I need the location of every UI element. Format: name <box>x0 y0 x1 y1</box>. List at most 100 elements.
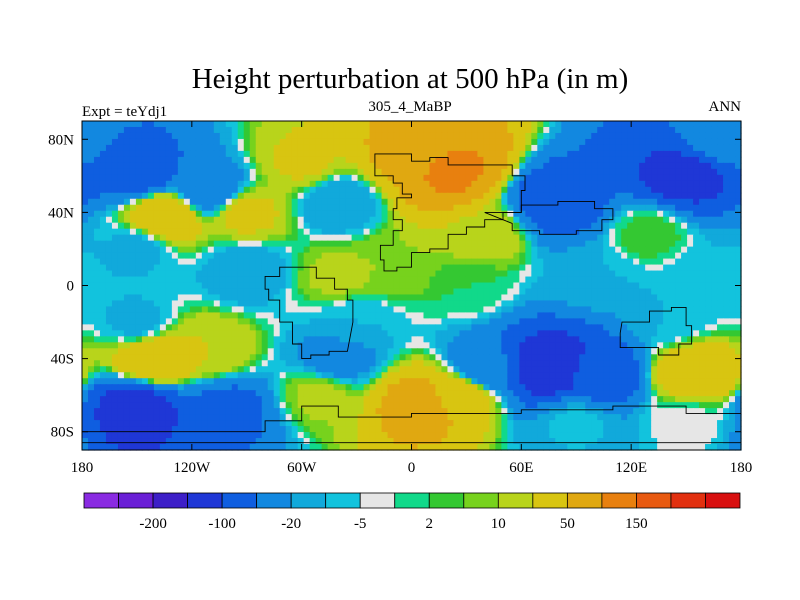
contour-cell <box>687 138 694 146</box>
contour-cell <box>135 270 143 278</box>
contour-cell <box>693 366 700 373</box>
contour-cell <box>285 312 293 319</box>
contour-cell <box>573 144 580 152</box>
contour-cell <box>627 312 634 319</box>
contour-cell <box>615 288 622 296</box>
contour-cell <box>243 312 251 319</box>
contour-cell <box>297 126 305 134</box>
contour-cell <box>507 126 514 134</box>
contour-cell <box>399 156 407 164</box>
contour-cell <box>243 390 251 397</box>
contour-cell <box>183 186 191 194</box>
contour-cell <box>549 348 556 355</box>
contour-cell <box>657 336 664 343</box>
contour-cell <box>579 132 586 140</box>
contour-cell <box>525 294 532 302</box>
contour-cell <box>501 174 508 182</box>
contour-cell <box>255 228 263 236</box>
contour-cell <box>615 378 622 385</box>
contour-cell <box>321 294 329 302</box>
contour-cell <box>465 138 473 146</box>
contour-cell <box>597 258 604 266</box>
contour-cell <box>615 180 622 188</box>
contour-cell <box>681 150 688 158</box>
contour-cell <box>681 234 688 242</box>
contour-cell <box>255 336 263 343</box>
contour-cell <box>423 318 431 325</box>
contour-cell <box>123 126 131 134</box>
contour-cell <box>573 264 580 272</box>
contour-cell <box>357 324 365 331</box>
contour-cell <box>633 168 640 176</box>
contour-cell <box>111 240 119 248</box>
contour-cell <box>369 186 377 194</box>
contour-cell <box>681 366 688 373</box>
contour-cell <box>417 198 425 206</box>
contour-cell <box>327 324 335 331</box>
contour-cell <box>141 198 149 206</box>
contour-cell <box>297 348 305 355</box>
contour-cell <box>237 312 245 319</box>
contour-cell <box>495 342 502 349</box>
contour-cell <box>411 336 419 343</box>
contour-cell <box>399 121 407 128</box>
contour-cell <box>465 228 473 236</box>
contour-cell <box>405 234 413 242</box>
contour-cell <box>579 121 586 128</box>
contour-cell <box>327 252 335 260</box>
contour-cell <box>519 180 526 188</box>
contour-cell <box>495 372 502 379</box>
contour-cell <box>657 276 664 284</box>
contour-cell <box>87 330 95 337</box>
contour-cell <box>495 222 502 230</box>
contour-cell <box>501 378 508 385</box>
contour-cell <box>261 180 269 188</box>
contour-cell <box>345 354 353 361</box>
contour-cell <box>447 192 455 200</box>
contour-cell <box>267 384 275 391</box>
contour-cell <box>531 150 538 158</box>
contour-cell <box>693 276 700 284</box>
contour-cell <box>357 288 365 296</box>
contour-cell <box>603 264 610 272</box>
contour-cell <box>501 276 508 284</box>
contour-cell <box>291 216 299 224</box>
contour-cell <box>483 180 490 188</box>
contour-cell <box>129 216 137 224</box>
contour-cell <box>441 186 449 194</box>
contour-cell <box>135 318 143 325</box>
contour-cell <box>291 270 299 278</box>
contour-cell <box>153 180 161 188</box>
contour-cell <box>477 240 484 248</box>
contour-cell <box>141 216 149 224</box>
contour-cell <box>147 360 155 367</box>
contour-cell <box>207 150 215 158</box>
contour-cell <box>82 162 89 170</box>
contour-cell <box>447 150 455 158</box>
contour-cell <box>351 264 359 272</box>
contour-cell <box>315 132 323 140</box>
contour-cell <box>645 156 652 164</box>
contour-cell <box>297 354 305 361</box>
contour-cell <box>225 390 233 397</box>
contour-cell <box>177 216 185 224</box>
contour-cell <box>651 204 658 212</box>
contour-cell <box>429 186 437 194</box>
contour-cell <box>663 222 670 230</box>
contour-cell <box>357 240 365 248</box>
contour-cell <box>687 336 694 343</box>
contour-cell <box>207 324 215 331</box>
contour-cell <box>489 138 496 146</box>
contour-cell <box>633 258 640 266</box>
contour-cell <box>141 192 149 200</box>
contour-cell <box>291 246 299 254</box>
contour-cell <box>657 312 664 319</box>
contour-cell <box>195 300 203 308</box>
contour-cell <box>735 324 742 331</box>
contour-cell <box>537 378 544 385</box>
contour-cell <box>615 336 622 343</box>
contour-cell <box>453 132 461 140</box>
contour-cell <box>639 121 646 128</box>
contour-cell <box>561 144 568 152</box>
contour-cell <box>213 121 221 128</box>
